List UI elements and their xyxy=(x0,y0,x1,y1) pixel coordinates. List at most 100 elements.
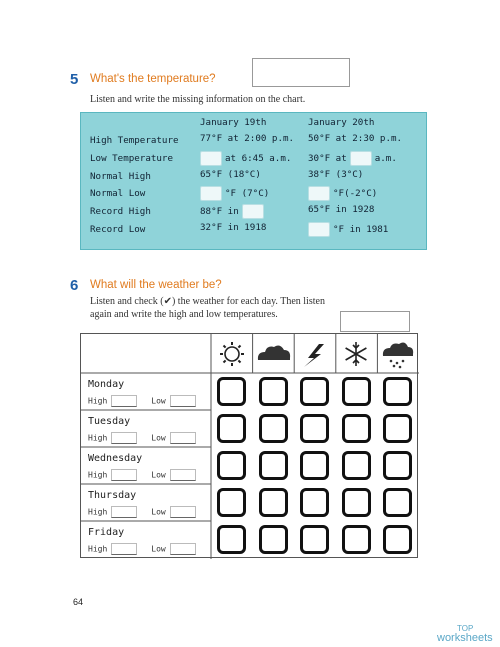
watermark: worksheets xyxy=(437,632,493,644)
high-label: High xyxy=(88,396,108,406)
cell-text: °F in 1981 xyxy=(333,224,389,235)
cell-text: °F (7°C) xyxy=(225,188,270,200)
checkbox[interactable] xyxy=(258,451,288,480)
checkbox[interactable] xyxy=(300,414,330,443)
cell-text: 88°F in xyxy=(200,206,239,218)
lightning-icon xyxy=(304,344,324,367)
cell-text: at 6:45 a.m. xyxy=(225,152,292,164)
table-cell: 77°F at 2:00 p.m. xyxy=(200,133,294,144)
checkbox[interactable] xyxy=(258,414,288,443)
instruction: Listen and write the missing information… xyxy=(90,94,306,105)
high-input[interactable] xyxy=(111,543,138,555)
low-label: Low xyxy=(151,433,166,443)
row-label: Low Temperature xyxy=(90,152,173,164)
checkbox[interactable] xyxy=(217,488,246,517)
checkbox[interactable] xyxy=(383,488,413,517)
section-number: 5 xyxy=(70,71,79,88)
low-input[interactable] xyxy=(169,506,196,518)
low-input[interactable] xyxy=(169,543,196,555)
high-field: High xyxy=(88,543,138,555)
checkbox[interactable] xyxy=(341,488,371,517)
blank-input[interactable] xyxy=(241,204,264,220)
table-cell: 65°F (18°C) xyxy=(200,169,261,180)
cell-text: a.m. xyxy=(374,152,397,164)
table-cell: °F (7°C) xyxy=(200,186,270,202)
day-name: Monday xyxy=(88,379,125,390)
checkbox[interactable] xyxy=(341,377,371,406)
table-cell: 65°F in 1928 xyxy=(308,204,374,215)
cell-text: 65°F (18°C) xyxy=(200,168,261,180)
column-header: January 20th xyxy=(308,117,375,128)
snow-icon xyxy=(345,342,367,366)
checkbox[interactable] xyxy=(258,488,288,517)
high-field: High xyxy=(88,432,138,444)
checkbox[interactable] xyxy=(217,414,246,443)
cell-text: 32°F in 1918 xyxy=(200,222,267,233)
low-field: Low xyxy=(151,543,196,555)
checkbox[interactable] xyxy=(341,414,371,443)
table-cell: at 6:45 a.m. xyxy=(200,150,292,166)
low-input[interactable] xyxy=(169,395,196,407)
table-cell: 50°F at 2:30 p.m. xyxy=(308,133,402,144)
checkbox[interactable] xyxy=(383,377,413,406)
checkbox[interactable] xyxy=(383,451,413,480)
column-header: January 19th xyxy=(200,117,267,128)
checkbox[interactable] xyxy=(383,414,413,443)
day-name: Wednesday xyxy=(88,453,143,464)
checkbox[interactable] xyxy=(341,525,371,554)
high-input[interactable] xyxy=(111,469,138,481)
sun-icon xyxy=(220,342,244,366)
cell-text: 38°F (3°C) xyxy=(308,168,364,180)
checkbox[interactable] xyxy=(383,525,413,554)
high-input[interactable] xyxy=(111,395,138,407)
table-cell: 32°F in 1918 xyxy=(200,222,266,233)
temperature-table: January 19th January 20th High Temperature… xyxy=(80,112,427,250)
high-field: High xyxy=(88,395,138,407)
low-input[interactable] xyxy=(169,469,196,481)
checkbox[interactable] xyxy=(300,488,330,517)
blank-input[interactable] xyxy=(349,150,372,166)
cloud-icon xyxy=(257,345,291,360)
high-input[interactable] xyxy=(111,506,138,518)
high-field: High xyxy=(88,469,138,481)
checkbox[interactable] xyxy=(217,525,246,554)
blank-input[interactable] xyxy=(200,150,222,166)
table-cell: °F in 1981 xyxy=(308,222,388,237)
section-title: What will the weather be? xyxy=(90,279,222,291)
high-low-row: High Low xyxy=(88,506,196,518)
checkbox[interactable] xyxy=(217,451,246,480)
instruction: again and write the high and low tempera… xyxy=(90,309,278,320)
high-label: High xyxy=(88,507,108,517)
day-name: Friday xyxy=(88,527,125,538)
high-low-row: High Low xyxy=(88,543,196,555)
checkbox[interactable] xyxy=(258,525,288,554)
blank-input[interactable] xyxy=(200,186,222,202)
high-low-row: High Low xyxy=(88,395,196,407)
checkbox[interactable] xyxy=(300,451,330,480)
high-low-row: High Low xyxy=(88,432,196,444)
answer-box[interactable] xyxy=(340,311,410,332)
table-cell: 30°F at a.m. xyxy=(308,150,397,166)
checkbox[interactable] xyxy=(258,377,288,406)
checkbox[interactable] xyxy=(341,451,371,480)
high-label: High xyxy=(88,544,108,554)
checkbox[interactable] xyxy=(217,377,246,406)
checkbox[interactable] xyxy=(300,525,330,554)
high-input[interactable] xyxy=(111,432,138,444)
section-number: 6 xyxy=(70,277,79,294)
high-low-row: High Low xyxy=(88,469,196,481)
table-cell: 88°F in xyxy=(200,204,264,220)
page-number: 64 xyxy=(73,597,84,607)
low-input[interactable] xyxy=(169,432,196,444)
checkbox[interactable] xyxy=(300,377,330,406)
low-label: Low xyxy=(151,470,166,480)
high-label: High xyxy=(88,470,108,480)
blank-input[interactable] xyxy=(308,186,330,202)
rain-icon xyxy=(382,342,414,369)
blank-input[interactable] xyxy=(308,222,330,237)
low-field: Low xyxy=(151,506,196,518)
answer-box[interactable] xyxy=(252,58,350,87)
row-label: Record High xyxy=(90,206,151,218)
table-cell: °F(-2°C) xyxy=(308,186,377,202)
